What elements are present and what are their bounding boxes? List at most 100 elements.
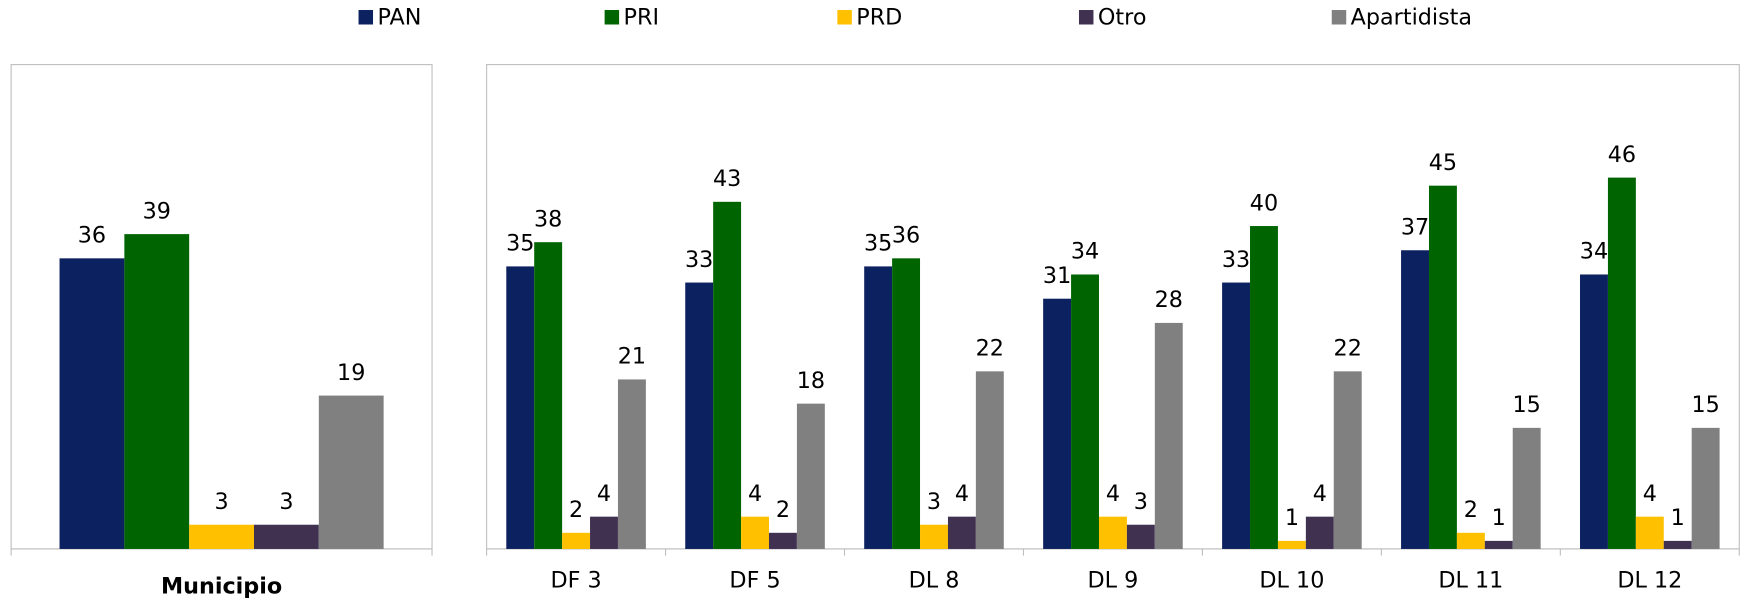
legend-swatch bbox=[358, 10, 374, 25]
data-label: 31 bbox=[1043, 263, 1071, 289]
bar bbox=[1043, 298, 1072, 549]
bar bbox=[768, 532, 797, 549]
data-label: 35 bbox=[864, 231, 892, 257]
bar bbox=[59, 258, 125, 549]
bar bbox=[617, 379, 646, 549]
legend-swatch bbox=[604, 10, 620, 25]
data-label: 39 bbox=[143, 198, 171, 224]
bar bbox=[892, 258, 921, 549]
data-label: 43 bbox=[713, 166, 741, 192]
legend-swatch bbox=[1078, 10, 1094, 25]
bar bbox=[1277, 540, 1306, 549]
data-label: 2 bbox=[1464, 497, 1478, 523]
data-label: 4 bbox=[955, 481, 969, 507]
bar bbox=[1607, 177, 1636, 549]
data-label: 33 bbox=[1222, 247, 1250, 273]
data-label: 33 bbox=[685, 247, 713, 273]
bar bbox=[1580, 274, 1608, 549]
data-label: 1 bbox=[1671, 505, 1685, 531]
data-label: 40 bbox=[1250, 190, 1278, 216]
data-label: 22 bbox=[1334, 336, 1362, 362]
bar bbox=[1663, 540, 1692, 549]
data-label: 38 bbox=[534, 206, 562, 232]
x-tick-label: DL 10 bbox=[1259, 568, 1324, 594]
data-label: 2 bbox=[776, 497, 790, 523]
bar bbox=[1305, 516, 1334, 549]
bar bbox=[741, 516, 769, 549]
data-label: 15 bbox=[1691, 392, 1719, 418]
bar bbox=[1512, 427, 1541, 549]
x-tick-label: DF 3 bbox=[550, 568, 601, 594]
data-label: 18 bbox=[797, 368, 825, 394]
bar bbox=[590, 516, 618, 549]
data-label: 4 bbox=[748, 481, 762, 507]
bar bbox=[562, 532, 591, 549]
bar bbox=[1456, 532, 1485, 549]
bar bbox=[1154, 322, 1183, 549]
bar bbox=[318, 395, 384, 549]
legend-swatch bbox=[837, 10, 852, 25]
bar bbox=[796, 403, 825, 549]
data-label: 19 bbox=[337, 360, 365, 386]
data-label: 36 bbox=[892, 223, 920, 249]
bar bbox=[124, 234, 190, 549]
bar bbox=[864, 266, 893, 549]
bar bbox=[1428, 185, 1457, 549]
data-label: 15 bbox=[1513, 392, 1541, 418]
data-label: 35 bbox=[506, 231, 534, 257]
legend-swatch bbox=[1331, 10, 1347, 25]
data-label: 2 bbox=[569, 497, 583, 523]
x-tick-label: DL 8 bbox=[909, 568, 960, 594]
data-label: 22 bbox=[976, 336, 1004, 362]
bar bbox=[506, 266, 535, 549]
data-label: 28 bbox=[1155, 287, 1183, 313]
data-label: 3 bbox=[279, 489, 293, 515]
data-label: 34 bbox=[1580, 239, 1608, 265]
data-label: 46 bbox=[1608, 142, 1636, 168]
data-label: 4 bbox=[1106, 481, 1120, 507]
x-tick-label: Municipio bbox=[161, 573, 282, 599]
x-tick-label: DL 9 bbox=[1088, 568, 1139, 594]
data-label: 4 bbox=[1643, 481, 1657, 507]
bar bbox=[685, 282, 714, 549]
data-label: 1 bbox=[1492, 505, 1506, 531]
bar bbox=[534, 242, 563, 549]
bar bbox=[253, 524, 319, 549]
data-label: 21 bbox=[618, 344, 646, 370]
x-tick-label: DL 12 bbox=[1617, 568, 1682, 594]
bar bbox=[189, 524, 254, 549]
legend-label: PRD bbox=[856, 4, 902, 30]
bar bbox=[920, 524, 948, 549]
legend-label: PRI bbox=[624, 4, 659, 30]
data-label: 36 bbox=[78, 223, 106, 249]
bar bbox=[1126, 524, 1155, 549]
bar bbox=[1635, 516, 1664, 549]
data-label: 37 bbox=[1401, 214, 1429, 240]
data-label: 1 bbox=[1285, 505, 1299, 531]
data-label: 4 bbox=[1313, 481, 1327, 507]
bar bbox=[1098, 516, 1127, 549]
bar bbox=[713, 201, 742, 549]
data-label: 4 bbox=[597, 481, 611, 507]
bar bbox=[1333, 371, 1362, 549]
legend-label: Apartidista bbox=[1351, 4, 1472, 30]
data-label: 3 bbox=[927, 489, 941, 515]
data-label: 3 bbox=[1134, 489, 1148, 515]
data-label: 34 bbox=[1071, 239, 1099, 265]
bar bbox=[1401, 250, 1429, 549]
x-tick-label: DL 11 bbox=[1438, 568, 1503, 594]
bar bbox=[947, 516, 976, 549]
data-label: 45 bbox=[1429, 150, 1457, 176]
plot-frame bbox=[486, 64, 1740, 550]
bar bbox=[1071, 274, 1099, 549]
x-tick-label: DF 5 bbox=[729, 568, 780, 594]
bar bbox=[1691, 427, 1720, 549]
bar bbox=[975, 371, 1004, 549]
bar bbox=[1250, 226, 1278, 549]
legend-label: PAN bbox=[377, 4, 421, 30]
legend-label: Otro bbox=[1098, 4, 1147, 30]
data-label: 3 bbox=[215, 489, 229, 515]
bar bbox=[1222, 282, 1251, 549]
